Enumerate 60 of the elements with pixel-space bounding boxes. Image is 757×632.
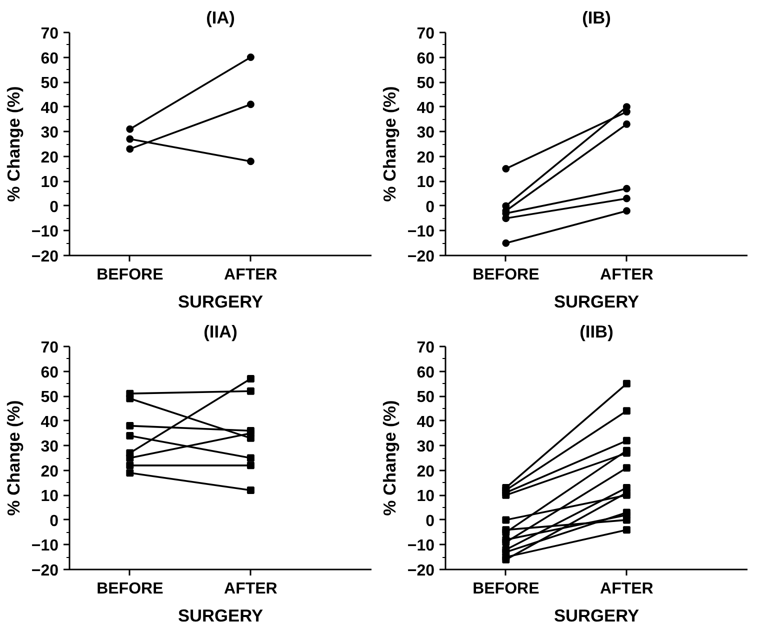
- y-tick-label: −20: [31, 248, 59, 266]
- y-tick-label: −10: [31, 538, 59, 555]
- y-tick-label: 0: [50, 512, 59, 530]
- y-tick-label: 20: [40, 463, 59, 480]
- y-tick-label: −20: [407, 562, 435, 580]
- x-tick-label: AFTER: [600, 266, 654, 284]
- y-tick-label: 10: [40, 488, 59, 506]
- y-tick-label: 20: [416, 463, 435, 480]
- x-axis-title: SURGERY: [554, 606, 640, 626]
- y-axis-title: % Change (%): [3, 400, 24, 516]
- y-tick-label: −10: [407, 224, 435, 241]
- y-tick-label: 40: [416, 100, 435, 117]
- y-tick-label: 60: [40, 364, 59, 382]
- y-tick-label: 60: [40, 50, 59, 68]
- y-tick-label: 0: [426, 198, 435, 216]
- y-tick-label: 70: [40, 26, 59, 42]
- y-tick-label: −10: [31, 224, 59, 241]
- y-tick-label: 70: [40, 340, 59, 356]
- y-tick-label: 50: [40, 389, 59, 406]
- y-tick-label: 40: [40, 414, 59, 431]
- x-axis-title: SURGERY: [554, 292, 640, 312]
- x-tick-label: BEFORE: [472, 580, 540, 598]
- y-tick-label: 50: [40, 75, 59, 92]
- y-tick-label: 30: [416, 438, 435, 456]
- y-tick-label: 70: [416, 340, 435, 356]
- y-tick-label: −20: [31, 562, 59, 580]
- x-tick-label: BEFORE: [96, 266, 164, 284]
- x-tick-label: AFTER: [600, 580, 654, 598]
- y-tick-label: 60: [416, 364, 435, 382]
- y-tick-label: 0: [50, 198, 59, 216]
- y-tick-label: 30: [40, 124, 59, 142]
- y-tick-label: −10: [407, 538, 435, 555]
- y-tick-label: 50: [416, 75, 435, 92]
- x-tick-label: BEFORE: [472, 266, 540, 284]
- chart-title: (IB): [582, 8, 611, 28]
- y-tick-label: 30: [40, 438, 59, 456]
- y-tick-label: 0: [426, 512, 435, 530]
- x-axis-title: SURGERY: [178, 606, 264, 626]
- y-tick-label: 40: [40, 100, 59, 117]
- y-tick-label: 50: [416, 389, 435, 406]
- chart-title: (IIA): [204, 322, 238, 342]
- chart-title: (IA): [206, 8, 235, 28]
- y-axis-title: % Change (%): [379, 400, 400, 516]
- x-tick-label: BEFORE: [96, 580, 164, 598]
- y-tick-label: 10: [416, 174, 435, 192]
- y-tick-label: 60: [416, 50, 435, 68]
- y-tick-label: 10: [40, 174, 59, 192]
- y-tick-label: 40: [416, 414, 435, 431]
- x-tick-label: AFTER: [224, 580, 278, 598]
- y-axis-title: % Change (%): [379, 86, 400, 202]
- chart-title: (IIB): [580, 322, 614, 342]
- x-axis-title: SURGERY: [178, 292, 264, 312]
- y-tick-label: 10: [416, 488, 435, 506]
- x-tick-label: AFTER: [224, 266, 278, 284]
- y-tick-label: 20: [416, 149, 435, 166]
- y-tick-label: −20: [407, 248, 435, 266]
- y-tick-label: 30: [416, 124, 435, 142]
- y-tick-label: 20: [40, 149, 59, 166]
- y-axis-title: % Change (%): [3, 86, 24, 202]
- y-tick-label: 70: [416, 26, 435, 42]
